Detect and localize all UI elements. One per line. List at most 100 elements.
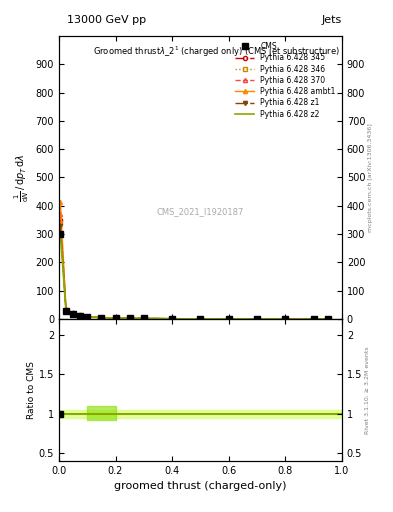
Pythia 6.428 ambt1	[85, 313, 90, 319]
CMS	[113, 315, 118, 321]
Pythia 6.428 z1	[170, 316, 174, 322]
Pythia 6.428 370	[226, 316, 231, 322]
CMS	[226, 316, 231, 322]
Pythia 6.428 346	[170, 315, 174, 322]
CMS	[325, 316, 330, 322]
Pythia 6.428 ambt1	[311, 316, 316, 322]
CMS	[85, 314, 90, 320]
Pythia 6.428 z1	[64, 308, 68, 314]
Pythia 6.428 z1	[85, 314, 90, 320]
Pythia 6.428 ambt1	[141, 315, 146, 322]
Pythia 6.428 345	[283, 316, 288, 322]
Text: Jets: Jets	[321, 15, 342, 25]
Pythia 6.428 ambt1	[58, 199, 63, 205]
Pythia 6.428 ambt1	[325, 316, 330, 322]
Pythia 6.428 345	[311, 316, 316, 322]
Legend: CMS, Pythia 6.428 345, Pythia 6.428 346, Pythia 6.428 370, Pythia 6.428 ambt1, P: CMS, Pythia 6.428 345, Pythia 6.428 346,…	[233, 39, 338, 121]
Pythia 6.428 z1	[99, 315, 104, 321]
Pythia 6.428 346	[78, 312, 83, 318]
Pythia 6.428 z2	[255, 316, 259, 322]
Pythia 6.428 370	[78, 312, 83, 318]
CMS	[71, 311, 75, 317]
Pythia 6.428 z1	[58, 223, 63, 229]
Pythia 6.428 ambt1	[78, 312, 83, 318]
Pythia 6.428 345	[64, 307, 68, 313]
Pythia 6.428 370	[283, 316, 288, 322]
Pythia 6.428 345	[226, 316, 231, 322]
Pythia 6.428 z1	[283, 316, 288, 322]
CMS	[283, 316, 288, 322]
Pythia 6.428 346	[226, 316, 231, 322]
Line: Pythia 6.428 345: Pythia 6.428 345	[58, 218, 330, 321]
Pythia 6.428 345	[255, 316, 259, 322]
Pythia 6.428 346	[311, 316, 316, 322]
CMS	[198, 316, 203, 322]
CMS	[58, 231, 63, 237]
Pythia 6.428 370	[141, 315, 146, 322]
Pythia 6.428 346	[85, 314, 90, 320]
CMS	[127, 315, 132, 322]
Pythia 6.428 ambt1	[99, 314, 104, 321]
Pythia 6.428 z2	[283, 316, 288, 322]
Pythia 6.428 346	[71, 311, 75, 317]
Pythia 6.428 z2	[311, 316, 316, 322]
CMS	[64, 308, 68, 314]
Pythia 6.428 370	[325, 316, 330, 322]
Line: Pythia 6.428 z1: Pythia 6.428 z1	[58, 224, 330, 321]
CMS	[141, 315, 146, 322]
Pythia 6.428 ambt1	[127, 315, 132, 321]
Pythia 6.428 z2	[198, 316, 203, 322]
Pythia 6.428 z1	[113, 315, 118, 321]
Pythia 6.428 370	[255, 316, 259, 322]
Pythia 6.428 345	[85, 313, 90, 319]
Y-axis label: $\frac{1}{\mathrm{d}N}\,/\,\mathrm{d}p_T\,\mathrm{d}\lambda$: $\frac{1}{\mathrm{d}N}\,/\,\mathrm{d}p_T…	[13, 153, 31, 202]
Pythia 6.428 ambt1	[113, 315, 118, 321]
Pythia 6.428 346	[64, 307, 68, 313]
X-axis label: groomed thrust (charged-only): groomed thrust (charged-only)	[114, 481, 286, 491]
Pythia 6.428 z2	[78, 313, 83, 319]
Pythia 6.428 346	[113, 315, 118, 321]
Pythia 6.428 345	[325, 316, 330, 322]
Pythia 6.428 346	[58, 220, 63, 226]
Pythia 6.428 370	[311, 316, 316, 322]
Pythia 6.428 z2	[226, 316, 231, 322]
CMS	[78, 313, 83, 319]
Pythia 6.428 346	[141, 315, 146, 322]
Pythia 6.428 346	[255, 316, 259, 322]
CMS	[311, 316, 316, 322]
Pythia 6.428 ambt1	[64, 306, 68, 312]
Pythia 6.428 345	[58, 217, 63, 223]
Pythia 6.428 z1	[141, 315, 146, 322]
Pythia 6.428 z2	[170, 316, 174, 322]
Pythia 6.428 370	[64, 307, 68, 313]
Y-axis label: Ratio to CMS: Ratio to CMS	[27, 361, 36, 419]
Pythia 6.428 345	[99, 314, 104, 321]
Pythia 6.428 z2	[58, 231, 63, 237]
Pythia 6.428 345	[198, 316, 203, 322]
Pythia 6.428 345	[127, 315, 132, 322]
Pythia 6.428 345	[113, 315, 118, 321]
Line: Pythia 6.428 z2: Pythia 6.428 z2	[61, 234, 328, 319]
Pythia 6.428 z1	[226, 316, 231, 322]
Pythia 6.428 ambt1	[255, 316, 259, 322]
Pythia 6.428 ambt1	[198, 316, 203, 322]
Pythia 6.428 370	[127, 315, 132, 321]
Y-axis label: mcplots.cern.ch [arXiv:1306.3436]: mcplots.cern.ch [arXiv:1306.3436]	[368, 123, 373, 232]
Pythia 6.428 346	[198, 316, 203, 322]
Pythia 6.428 345	[170, 315, 174, 322]
CMS	[170, 316, 174, 322]
Pythia 6.428 z1	[198, 316, 203, 322]
Pythia 6.428 z2	[99, 315, 104, 321]
CMS	[99, 315, 104, 321]
Pythia 6.428 ambt1	[226, 316, 231, 322]
Pythia 6.428 370	[198, 316, 203, 322]
Line: Pythia 6.428 370: Pythia 6.428 370	[58, 212, 330, 321]
Pythia 6.428 370	[170, 315, 174, 322]
Pythia 6.428 z1	[71, 311, 75, 317]
Text: 13000 GeV pp: 13000 GeV pp	[67, 15, 146, 25]
Pythia 6.428 ambt1	[170, 315, 174, 322]
Pythia 6.428 370	[113, 315, 118, 321]
Pythia 6.428 370	[85, 313, 90, 319]
Pythia 6.428 z2	[141, 315, 146, 322]
Pythia 6.428 ambt1	[71, 310, 75, 316]
